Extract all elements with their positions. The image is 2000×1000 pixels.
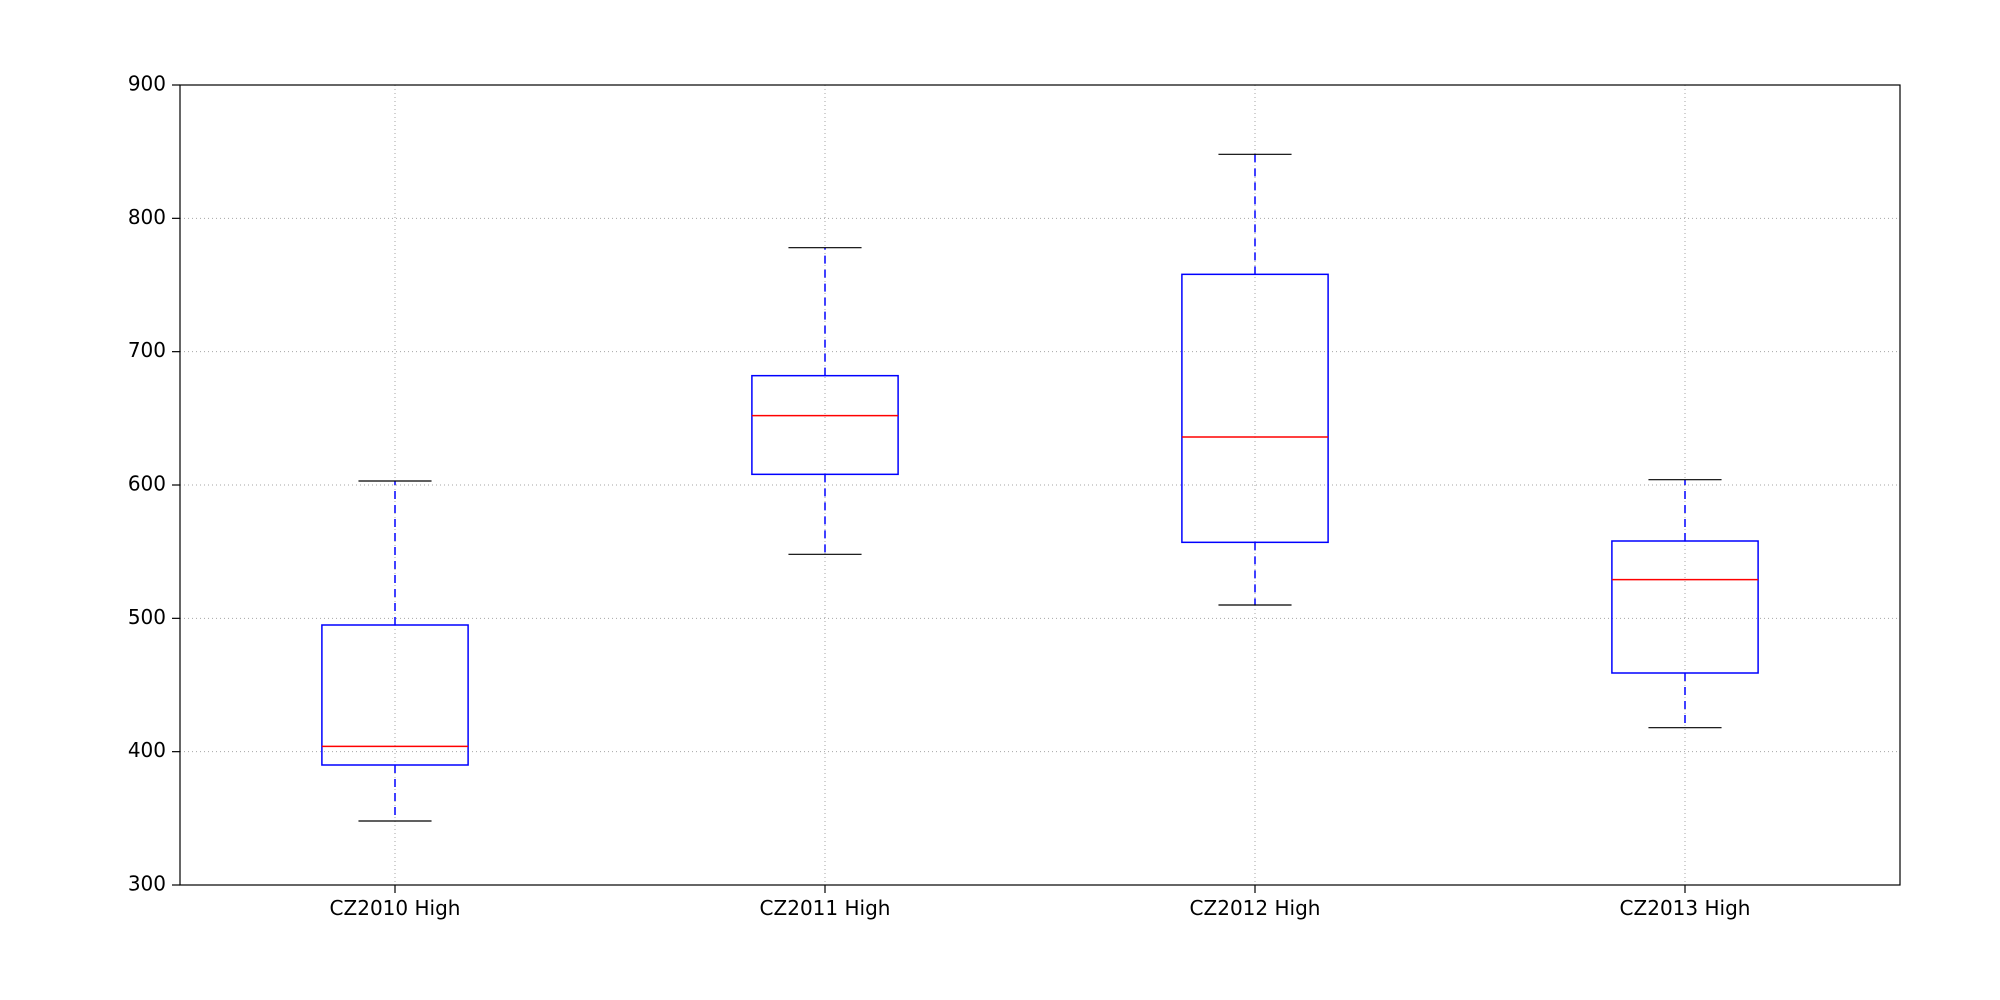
boxplot-chart: 300 400 500 600 700 800 900 CZ2010 High CZ2011 H… [0,0,2000,1000]
y-tick-label: 800 [128,205,166,229]
x-tick-label: CZ2012 High [1190,896,1321,920]
y-tick-label: 600 [128,472,166,496]
y-tick-label: 900 [128,72,166,96]
y-tick-label: 500 [128,605,166,629]
x-tick-label: CZ2011 High [760,896,891,920]
y-tick-label: 700 [128,338,166,362]
y-tick-label: 300 [128,872,166,896]
x-tick-label: CZ2010 High [330,896,461,920]
x-tick-label: CZ2013 High [1620,896,1751,920]
y-tick-label: 400 [128,738,166,762]
